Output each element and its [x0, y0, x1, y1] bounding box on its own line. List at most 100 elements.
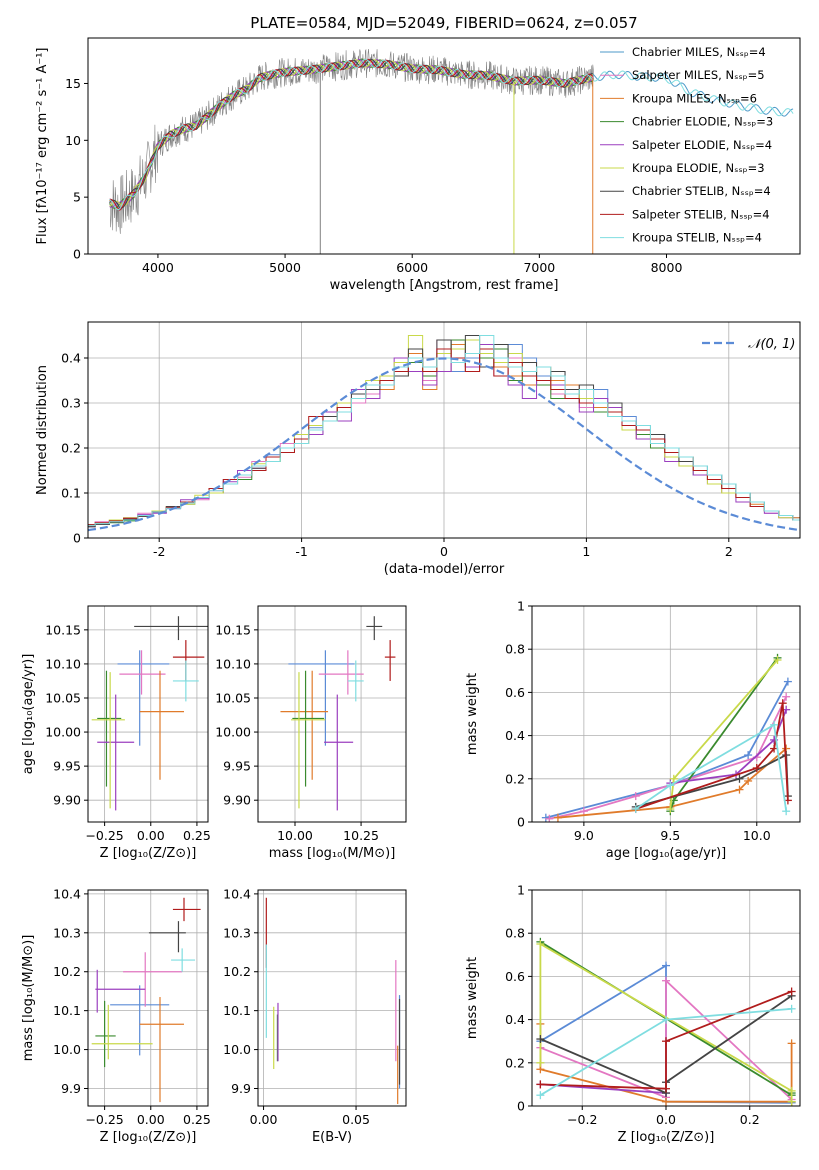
- y-tick-label: 10.1: [223, 1003, 251, 1018]
- y-tick-label: 10.05: [215, 690, 251, 705]
- x-tick-label: 0.0: [656, 1112, 676, 1127]
- x-tick-label: −0.25: [85, 828, 123, 843]
- weight-line: [545, 681, 789, 819]
- y-tick-label: 0.4: [505, 1012, 525, 1027]
- y-tick-label: 0: [73, 531, 81, 546]
- y-tick-label: 10.05: [45, 690, 81, 705]
- x-tick-label: 10.25: [343, 828, 379, 843]
- x-tick-label: 0.25: [183, 828, 211, 843]
- y-tick-label: 15: [65, 76, 81, 91]
- x-tick-label: 6000: [396, 260, 428, 275]
- axes-frame: [257, 605, 407, 823]
- y-tick-label: 9.9: [61, 1081, 81, 1096]
- y-tick-label: 0: [517, 815, 525, 830]
- legend-entry-label: 𝒩(0, 1): [748, 337, 795, 352]
- errorbar-point: [139, 670, 184, 780]
- x-axis-label: wavelength [Angstrom, rest frame]: [330, 278, 559, 293]
- y-tick-label: 10.1: [53, 1003, 81, 1018]
- x-tick-label: 7000: [523, 260, 555, 275]
- legend-entry-label: Kroupa MILES, Nₛₛₚ=6: [632, 91, 757, 105]
- x-tick-label: 10.0: [743, 828, 771, 843]
- x-tick-label: -1: [295, 544, 307, 559]
- x-tick-label: 9.0: [574, 828, 594, 843]
- y-tick-label: 10: [65, 133, 81, 148]
- x-tick-label: −0.25: [85, 1112, 123, 1127]
- y-tick-label: 10.0: [223, 1042, 251, 1057]
- x-tick-label: 0.00: [137, 1112, 165, 1127]
- spectrum-model-line: [109, 59, 594, 207]
- y-tick-label: 0.6: [505, 969, 525, 984]
- errorbar-point: [97, 694, 135, 811]
- x-tick-label: 0.00: [250, 1112, 278, 1127]
- y-tick-label: 0.3: [61, 396, 81, 411]
- y-tick-label: 0: [517, 1099, 525, 1114]
- y-axis-label: age [log₁₀(age/yr)]: [21, 654, 36, 775]
- y-tick-label: 0.2: [61, 441, 81, 456]
- axes-frame: [87, 37, 801, 255]
- y-tick-label: 0.2: [505, 771, 525, 786]
- y-tick-label: 0.1: [61, 486, 81, 501]
- x-axis-label: Z [log₁₀(Z/Z⊙)]: [100, 846, 197, 861]
- y-tick-label: 10.00: [45, 725, 81, 740]
- y-tick-label: 1: [517, 599, 525, 614]
- errorbar-point: [95, 1000, 116, 1068]
- x-tick-label: 0.00: [137, 828, 165, 843]
- age_vs_mass-plot-area: [280, 616, 396, 811]
- errorbar-point: [171, 948, 196, 972]
- errorbar-point: [139, 997, 184, 1103]
- errorbar-point: [366, 616, 383, 641]
- y-tick-label: 10.10: [215, 656, 251, 671]
- y-tick-label: 10.3: [53, 925, 81, 940]
- y-axis-label: Normed distribution: [35, 365, 50, 495]
- x-tick-label: 8000: [651, 260, 683, 275]
- x-tick-label: 5000: [269, 260, 301, 275]
- age_vs_mass-panel: 10.00 10.25 9.90 9.95 10.00 10.05 10.10 10.15 ma…: [215, 605, 407, 861]
- errorbar-point: [134, 616, 208, 641]
- y-tick-label: 10.2: [53, 964, 81, 979]
- weight-line: [635, 723, 788, 812]
- weight_vs_Z-plot-area: [536, 937, 796, 1106]
- weight_vs_age-plot-area: [541, 653, 792, 822]
- y-tick-label: 10.00: [215, 725, 251, 740]
- x-tick-label: 0: [440, 544, 448, 559]
- errorbar-point: [172, 660, 199, 702]
- spectrum-model-line: [109, 58, 594, 211]
- y-axis-label: mass weight: [465, 673, 480, 755]
- x-tick-label: 0.25: [183, 1112, 211, 1127]
- y-tick-label: 10.10: [45, 656, 81, 671]
- errorbar-point: [384, 640, 396, 681]
- legend-entry-label: Chabrier MILES, Nₛₛₚ=4: [632, 45, 766, 59]
- y-axis-label: mass [log₁₀(M/M⊙)]: [21, 935, 36, 1062]
- x-tick-label: 0.05: [342, 1112, 370, 1127]
- weight_vs_age-panel: 9.0 9.5 10.0 0 0.2 0.4 0.6 0.8 1 age [log₁₀(age/y…: [465, 599, 801, 861]
- y-tick-label: 9.90: [223, 793, 251, 808]
- y-tick-label: 9.9: [231, 1081, 251, 1096]
- chart-title: PLATE=0584, MJD=52049, FIBERID=0624, z=0…: [250, 14, 637, 32]
- y-tick-label: 0.6: [505, 685, 525, 700]
- normal-curve: [88, 357, 798, 532]
- x-tick-label: 4000: [142, 260, 174, 275]
- x-axis-label: E(B-V): [312, 1130, 352, 1145]
- x-axis-label: age [log₁₀(age/yr)]: [606, 846, 727, 861]
- x-tick-label: 0.2: [740, 1112, 760, 1127]
- y-tick-label: 0.4: [61, 351, 81, 366]
- mass_vs_Z-panel: −0.25 0.00 0.25 9.9 10.0 10.1 10.2 10.3 10.4 Z [l…: [21, 886, 211, 1145]
- mass_vs_ebv-plot-area: [265, 897, 401, 1105]
- errorbar-point: [91, 672, 125, 809]
- legend-entry-label: Chabrier STELIB, Nₛₛₚ=4: [632, 184, 771, 198]
- y-tick-label: 10.0: [53, 1042, 81, 1057]
- legend-entry-label: Salpeter MILES, Nₛₛₚ=5: [632, 68, 765, 82]
- y-tick-label: 10.3: [223, 925, 251, 940]
- x-tick-label: 9.5: [660, 828, 680, 843]
- age_vs_Z-plot-area: [91, 616, 208, 811]
- errorbar-point: [97, 670, 122, 787]
- x-tick-label: 1: [582, 544, 590, 559]
- x-axis-label: mass [log₁₀(M/M⊙)]: [269, 846, 396, 861]
- x-axis-label: Z [log₁₀(Z/Z⊙)]: [618, 1130, 715, 1145]
- axes-frame: [531, 605, 801, 823]
- residuals-plot-area: [88, 335, 800, 532]
- y-tick-label: 5: [73, 190, 81, 205]
- weight-line: [540, 990, 792, 1090]
- legend-entry-label: Kroupa ELODIE, Nₛₛₚ=3: [632, 161, 765, 175]
